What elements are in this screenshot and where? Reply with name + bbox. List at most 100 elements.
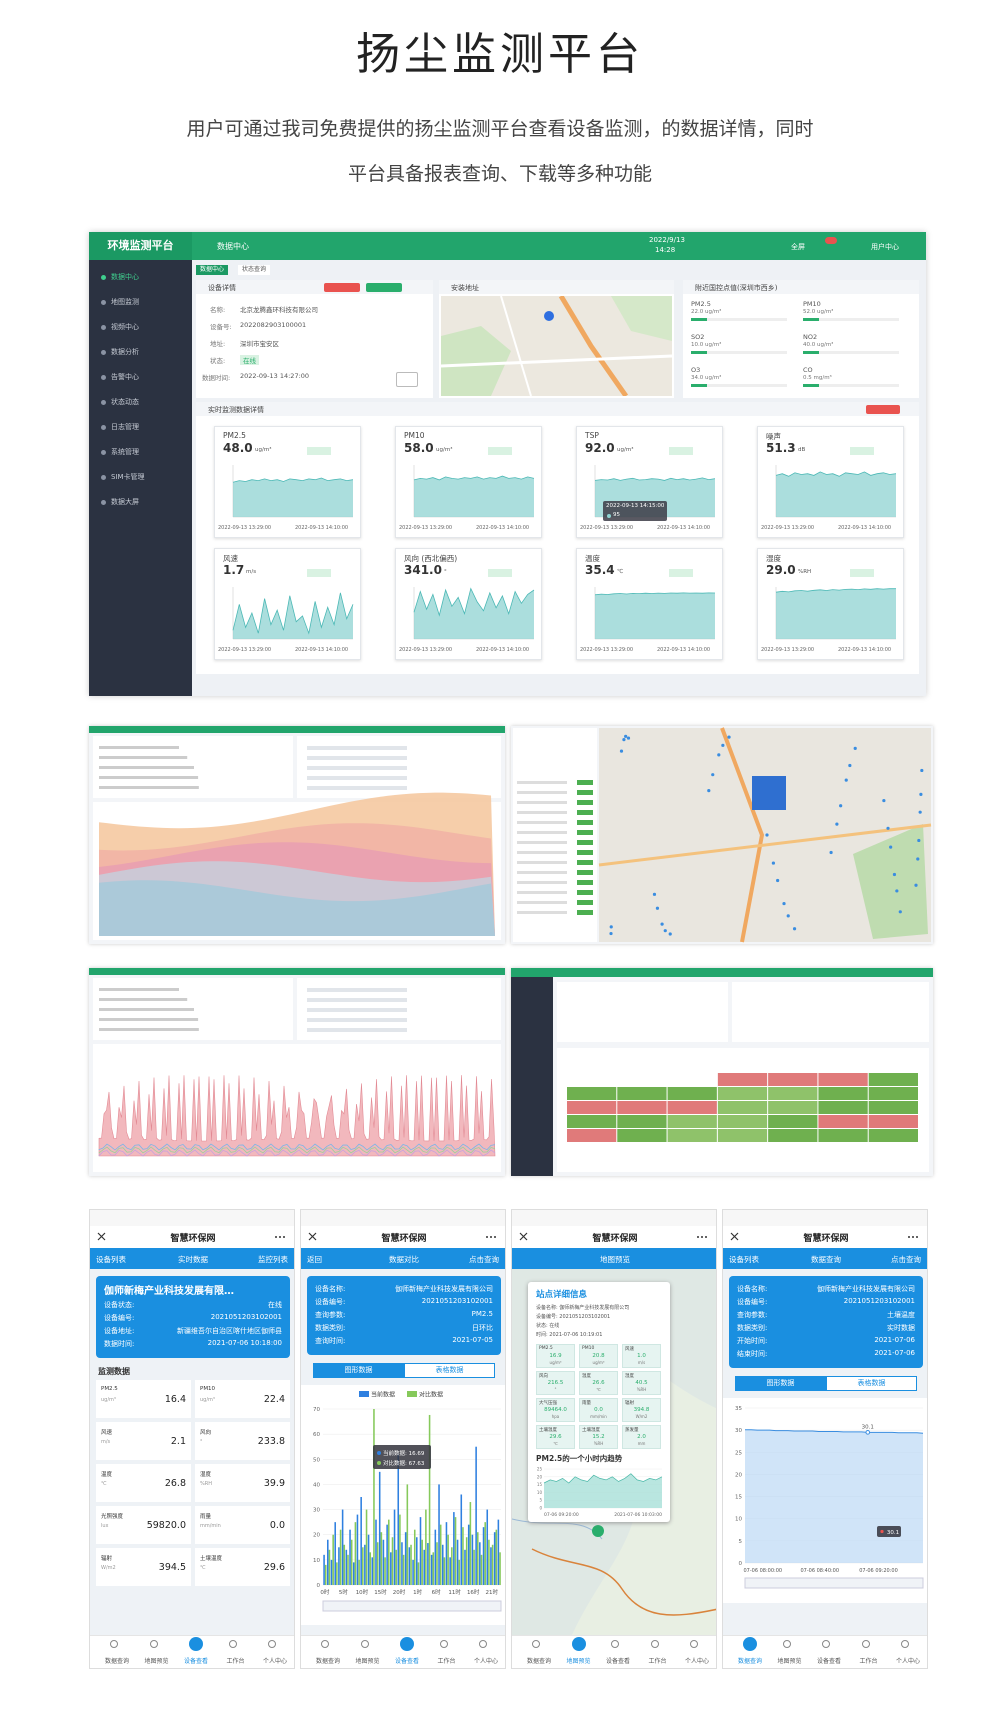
more-dot [279,1236,281,1238]
menu-item: 数据大屏 [111,498,139,506]
list-line [517,861,567,864]
station-dot [914,883,918,887]
list-badge [577,800,593,805]
station-dot [609,931,613,936]
heat-cell [717,1115,768,1128]
y-tick-label: 10 [735,1517,742,1523]
row-label: 设备编号: [737,1298,768,1306]
item-name: 光照强度 [101,1514,124,1520]
sparkline [775,465,897,518]
row-value: 伽师新梅产业科技发展有限公司 [817,1285,915,1293]
heat-cell [617,1101,667,1114]
bar [339,1529,342,1585]
cell-unit: W/m2 [635,1414,648,1419]
x-tick-label: 0时 [320,1588,329,1596]
bar [367,1534,370,1585]
cell-value: 394.8 [633,1407,650,1413]
menu-item: 系统管理 [111,448,139,456]
trend-area [233,592,353,639]
bar [447,1534,449,1585]
row-label: 结束时间: [737,1350,768,1358]
station-dot [727,735,731,739]
top-bar [511,968,933,977]
x-label: 2022-09-13 13:29:00 [580,647,634,653]
level-track [707,351,787,354]
tab-item: 数据查询 [811,1255,841,1264]
header-icons [519,1232,707,1241]
list-line [517,891,567,894]
menu-icon [101,375,106,380]
app-title: 智慧环保网 [170,1234,216,1244]
cell-value: 40.5 [635,1380,648,1386]
bar [493,1532,496,1585]
bar [423,1549,425,1585]
field-label: 设备号: [210,323,232,331]
y-tick-label: 5 [739,1539,743,1545]
bar [341,1509,344,1585]
level-bar [691,318,707,321]
heat-cell [768,1073,818,1086]
bar [330,1559,333,1585]
trend-line [232,477,354,483]
x-label: 2022-09-13 14:10:00 [838,525,892,531]
menu-icon [101,500,106,505]
row-label: 开始时间: [737,1337,768,1345]
bar [323,1554,325,1585]
item-name: PM2.5 [691,300,711,308]
sensor-unit: %RH [798,569,812,575]
y-tick-label: 20 [537,1474,543,1479]
sparkline [232,465,354,518]
bar [453,1512,455,1585]
item-name: 湿度 [200,1472,212,1478]
menu-item: 视频中心 [111,323,139,331]
list-badge [577,910,593,915]
tab-bar [90,1248,294,1269]
nav-icon [822,1640,830,1648]
row-label: 查询时间: [315,1337,346,1345]
y-tick-label: 60 [313,1432,320,1438]
field-value: 2022-09-13 14:27:00 [240,372,310,380]
cell-value: 16.9 [549,1353,562,1359]
tab-item: 实时数据 [178,1255,208,1264]
cell-unit: hpa [551,1414,560,1419]
tab-item: 设备列表 [96,1255,126,1264]
bar [350,1539,353,1585]
bar [439,1524,442,1585]
page-name: 数据中心 [217,242,249,251]
station-dot [668,932,672,936]
more-dot [494,1236,496,1238]
tab-item: 监控列表 [258,1255,288,1264]
row-label: 设备编号: [104,1314,135,1322]
x-label: 2022-09-13 13:29:00 [761,525,815,531]
y-tick-label: 15 [537,1482,543,1487]
field-label: 数据时间: [202,374,231,382]
item-name: 土壤温度 [200,1556,223,1562]
menu-icon [101,425,106,430]
nav-icon [400,1637,414,1651]
bar [378,1471,381,1585]
list-line [517,871,567,874]
sensor-value: 48.0 [223,441,253,455]
x-tick-label: 07-06 08:40:00 [800,1568,839,1574]
sparkline [594,587,716,640]
cell-unit: ° [554,1387,557,1392]
panel-title: 实时监测数据详情 [208,406,264,414]
level-track [819,384,899,387]
series-line [98,1146,496,1154]
list-badge [577,820,593,825]
green-area [853,824,928,939]
status-bar [301,1210,505,1226]
cell-name: 风速 [625,1347,634,1352]
road [558,296,629,396]
nav-icon [611,1640,619,1648]
bar [397,1454,400,1585]
bar [380,1532,383,1585]
bar [495,1529,498,1585]
cell-value: 2.0 [637,1434,646,1440]
more-dot [486,1236,488,1238]
bar [327,1539,329,1585]
zoom-slider [744,1577,924,1589]
top-bar [89,726,505,733]
form-line [307,756,407,760]
item-value: 22.0 ug/m³ [691,309,722,315]
